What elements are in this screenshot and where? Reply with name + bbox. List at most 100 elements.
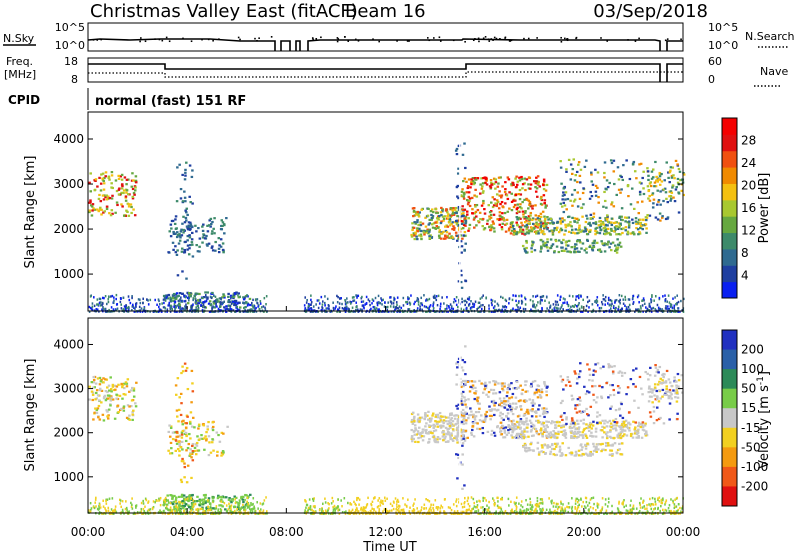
ground-scatter-cell — [446, 295, 448, 299]
echo-cell — [558, 217, 562, 220]
noise-dot — [168, 40, 171, 43]
echo-cell — [500, 194, 504, 197]
echo-cell — [217, 237, 221, 240]
ytick-label: 4000 — [53, 132, 84, 146]
echo-cell — [588, 230, 592, 233]
echo-cell — [478, 402, 481, 405]
echo-cell — [447, 213, 450, 216]
echo-cell — [410, 233, 413, 237]
echo-cell — [434, 439, 437, 442]
echo-cell — [414, 231, 417, 234]
echo-cell — [543, 202, 546, 205]
ground-scatter-cell — [468, 298, 470, 301]
ground-scatter-cell — [332, 306, 335, 310]
echo-cell — [541, 435, 544, 438]
ground-scatter-cell — [222, 301, 224, 305]
echo-cell — [417, 440, 420, 444]
ground-scatter-cell — [656, 303, 659, 307]
echo-cell — [461, 453, 464, 456]
echo-cell — [208, 441, 211, 444]
echo-cell — [645, 218, 648, 222]
noise-dot — [495, 37, 498, 40]
echo-cell — [528, 201, 532, 204]
echo-cell — [517, 193, 520, 196]
noise-dot — [600, 37, 602, 39]
echo-cell — [599, 224, 603, 228]
echo-cell — [605, 179, 609, 182]
echo-cell — [657, 400, 661, 403]
echo-cell — [180, 480, 184, 484]
echo-cell — [500, 196, 503, 199]
echo-cell — [413, 429, 416, 433]
echo-cell — [510, 209, 514, 212]
echo-cell — [675, 185, 678, 189]
echo-cell — [596, 421, 599, 424]
echo-cell — [661, 216, 664, 219]
ground-scatter-cell — [303, 304, 306, 307]
echo-cell — [120, 173, 124, 176]
ground-scatter-cell — [127, 310, 130, 313]
ground-scatter-cell — [654, 295, 657, 298]
ground-scatter-cell — [377, 294, 380, 298]
echo-cell — [519, 217, 522, 220]
ground-scatter-cell — [109, 310, 111, 313]
echo-cell — [197, 427, 200, 430]
ground-scatter-cell — [596, 304, 599, 307]
echo-cell — [582, 230, 586, 233]
ground-scatter-cell — [170, 297, 173, 300]
echo-cell — [589, 453, 592, 457]
ground-scatter-cell — [568, 294, 571, 298]
echo-cell — [529, 443, 532, 446]
ground-scatter-cell — [667, 305, 669, 308]
echo-cell — [184, 171, 187, 174]
ground-scatter-cell — [433, 310, 436, 313]
echo-cell — [462, 412, 465, 415]
echo-cell — [659, 203, 662, 206]
noise-dot — [575, 37, 577, 40]
echo-cell — [93, 386, 96, 389]
echo-cell — [673, 200, 677, 203]
echo-cell — [544, 189, 548, 192]
echo-cell — [528, 398, 531, 401]
ground-scatter-cell — [174, 297, 176, 300]
ground-scatter-cell — [665, 307, 668, 310]
noise-dot — [254, 37, 256, 40]
echo-cell — [578, 434, 582, 437]
noise-dot — [100, 38, 102, 41]
echo-cell — [550, 433, 554, 436]
echo-cell — [523, 198, 526, 201]
echo-cell — [169, 304, 172, 307]
echo-cell — [644, 430, 648, 433]
echo-cell — [647, 189, 650, 193]
echo-cell — [189, 451, 192, 455]
ground-scatter-cell — [140, 307, 143, 310]
echo-cell — [681, 391, 684, 394]
ground-scatter-cell — [103, 296, 105, 300]
echo-cell — [621, 416, 625, 420]
echo-cell — [88, 181, 91, 184]
echo-cell — [434, 420, 437, 423]
echo-cell — [93, 188, 97, 191]
ground-scatter-cell — [477, 301, 480, 304]
echo-cell — [481, 182, 485, 185]
echo-cell — [606, 421, 609, 424]
ground-scatter-cell — [263, 296, 266, 300]
ground-scatter-cell — [661, 308, 663, 311]
echo-cell — [430, 213, 433, 217]
echo-cell — [170, 494, 174, 497]
echo-cell — [529, 430, 533, 433]
ground-scatter-cell — [217, 310, 219, 313]
echo-cell — [675, 384, 678, 387]
echo-cell — [594, 449, 597, 452]
echo-cell — [459, 227, 463, 230]
echo-cell — [517, 386, 520, 389]
ground-scatter-cell — [197, 307, 200, 311]
echo-cell — [675, 391, 679, 394]
echo-cell — [626, 230, 630, 233]
ground-scatter-cell — [598, 306, 601, 310]
ground-scatter-cell — [362, 300, 365, 303]
ground-scatter-cell — [143, 307, 146, 310]
ground-scatter-cell — [347, 301, 349, 304]
echo-cell — [185, 433, 188, 436]
